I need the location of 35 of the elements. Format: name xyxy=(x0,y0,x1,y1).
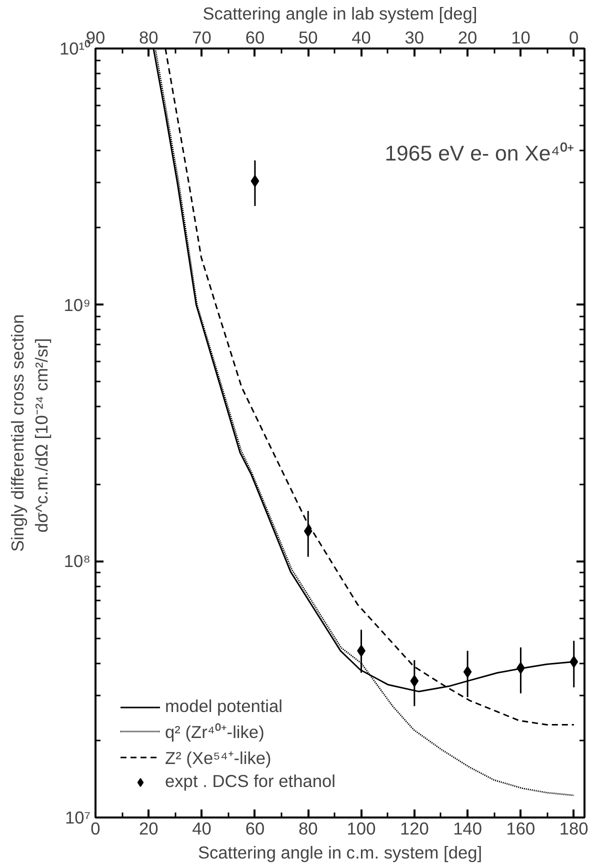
y-tick-label: 10⁷ xyxy=(64,808,91,828)
x2-tick-label: 50 xyxy=(298,28,318,48)
x-tick-label: 120 xyxy=(400,818,429,838)
x-tick-label: 0 xyxy=(90,818,100,838)
point xyxy=(463,666,472,678)
x2-tick-label: 0 xyxy=(569,28,579,48)
x2-tick-label: 30 xyxy=(404,28,424,48)
y-tick-label: 10⁸ xyxy=(64,551,91,572)
x2-tick-label: 60 xyxy=(245,28,265,48)
legend-label: q² (Zr⁴⁰⁺-like) xyxy=(165,721,264,743)
legend-label: Z² (Xe⁵⁴⁺-like) xyxy=(165,747,272,769)
x-tick-label: 100 xyxy=(346,818,376,838)
point xyxy=(304,525,312,538)
x-tick-label: 20 xyxy=(139,818,158,838)
point xyxy=(250,175,260,188)
x2-tick-label: 40 xyxy=(352,28,371,48)
point xyxy=(410,674,419,687)
x-tick-label: 40 xyxy=(192,818,212,838)
x-tick-label: 140 xyxy=(453,818,482,838)
x2-axis-title: Scattering angle in lab system [deg] xyxy=(202,4,478,24)
x2-tick-label: 80 xyxy=(139,28,158,48)
x-tick-label: 180 xyxy=(559,818,588,838)
x-axis-title: Scattering angle in c.m. system [deg] xyxy=(198,842,482,862)
x2-tick-label: 10 xyxy=(511,28,530,48)
y-axis-title: Singly differential cross section dσ^c.m./dΩ [10⁻²⁴ cm²/sr] xyxy=(7,314,52,552)
x2-tick-label: 20 xyxy=(458,28,478,48)
x-tick-label: 80 xyxy=(298,818,318,838)
x-tick-label: 60 xyxy=(245,818,265,838)
legend-label: expt . DCS for ethanol xyxy=(165,771,336,792)
point xyxy=(570,656,578,668)
x-tick-label: 160 xyxy=(506,818,536,838)
text: 1965 eV e- on Xe⁴⁰⁺ xyxy=(384,141,574,166)
x2-tick-label: 70 xyxy=(192,28,212,48)
legend-label: model potential xyxy=(165,696,283,717)
y-tick-label: 10⁹ xyxy=(64,294,91,315)
